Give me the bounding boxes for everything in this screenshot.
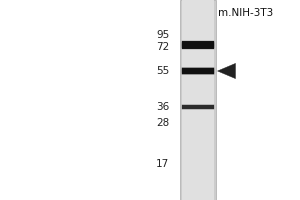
Text: 72: 72 xyxy=(156,42,170,52)
Text: 17: 17 xyxy=(156,159,170,169)
Polygon shape xyxy=(218,63,236,79)
Text: 36: 36 xyxy=(156,102,170,112)
Text: 95: 95 xyxy=(156,30,170,40)
Bar xyxy=(182,68,214,74)
Text: 28: 28 xyxy=(156,118,170,128)
Bar xyxy=(182,105,214,109)
Text: m.NIH-3T3: m.NIH-3T3 xyxy=(218,8,274,18)
Bar xyxy=(182,41,214,49)
Text: 55: 55 xyxy=(156,66,170,76)
Bar xyxy=(182,0,214,200)
Bar xyxy=(180,0,216,200)
